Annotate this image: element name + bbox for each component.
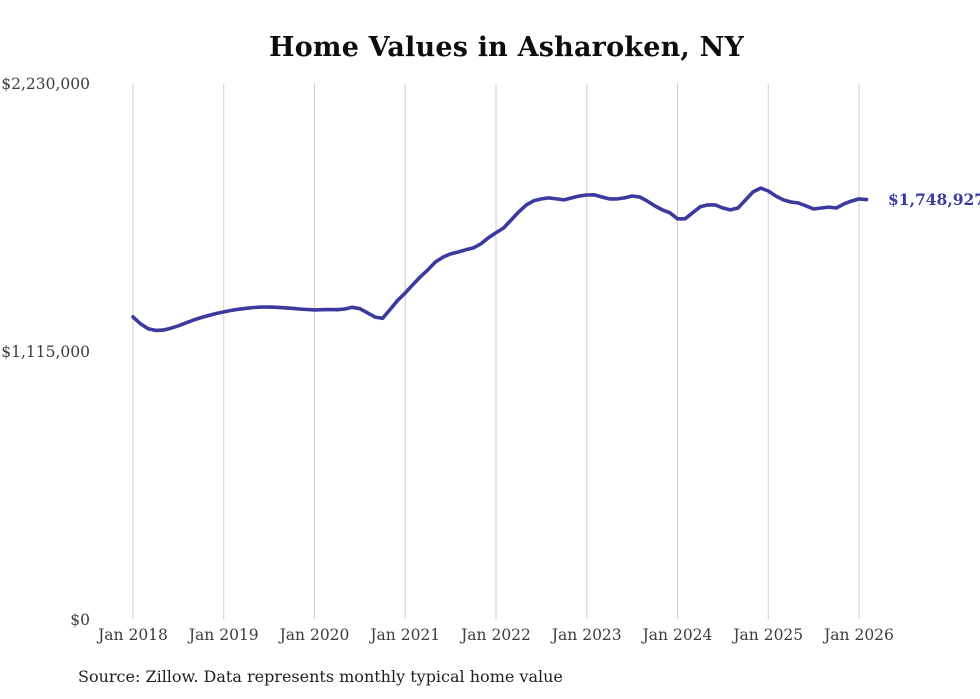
- x-axis-label: Jan 2020: [279, 626, 350, 644]
- current-value-label: $1,748,927: [888, 189, 980, 209]
- x-axis-label: Jan 2025: [733, 626, 804, 644]
- x-axis-label: Jan 2019: [188, 626, 259, 644]
- chart-title: Home Values in Asharoken, NY: [269, 32, 744, 63]
- x-axis-label: Jan 2023: [551, 626, 622, 644]
- y-axis-label: $0: [70, 611, 90, 629]
- x-axis-label: Jan 2021: [370, 626, 441, 644]
- home-value-line: [131, 186, 869, 333]
- x-axis-label: Jan 2022: [461, 626, 531, 644]
- source-note: Source: Zillow. Data represents monthly …: [78, 667, 563, 686]
- x-axis-label: Jan 2024: [642, 626, 713, 644]
- y-axis-label: $2,230,000: [1, 75, 90, 93]
- x-axis-label: Jan 2018: [98, 626, 168, 644]
- x-axis-label: Jan 2026: [824, 626, 894, 644]
- y-axis-label: $1,115,000: [1, 343, 90, 361]
